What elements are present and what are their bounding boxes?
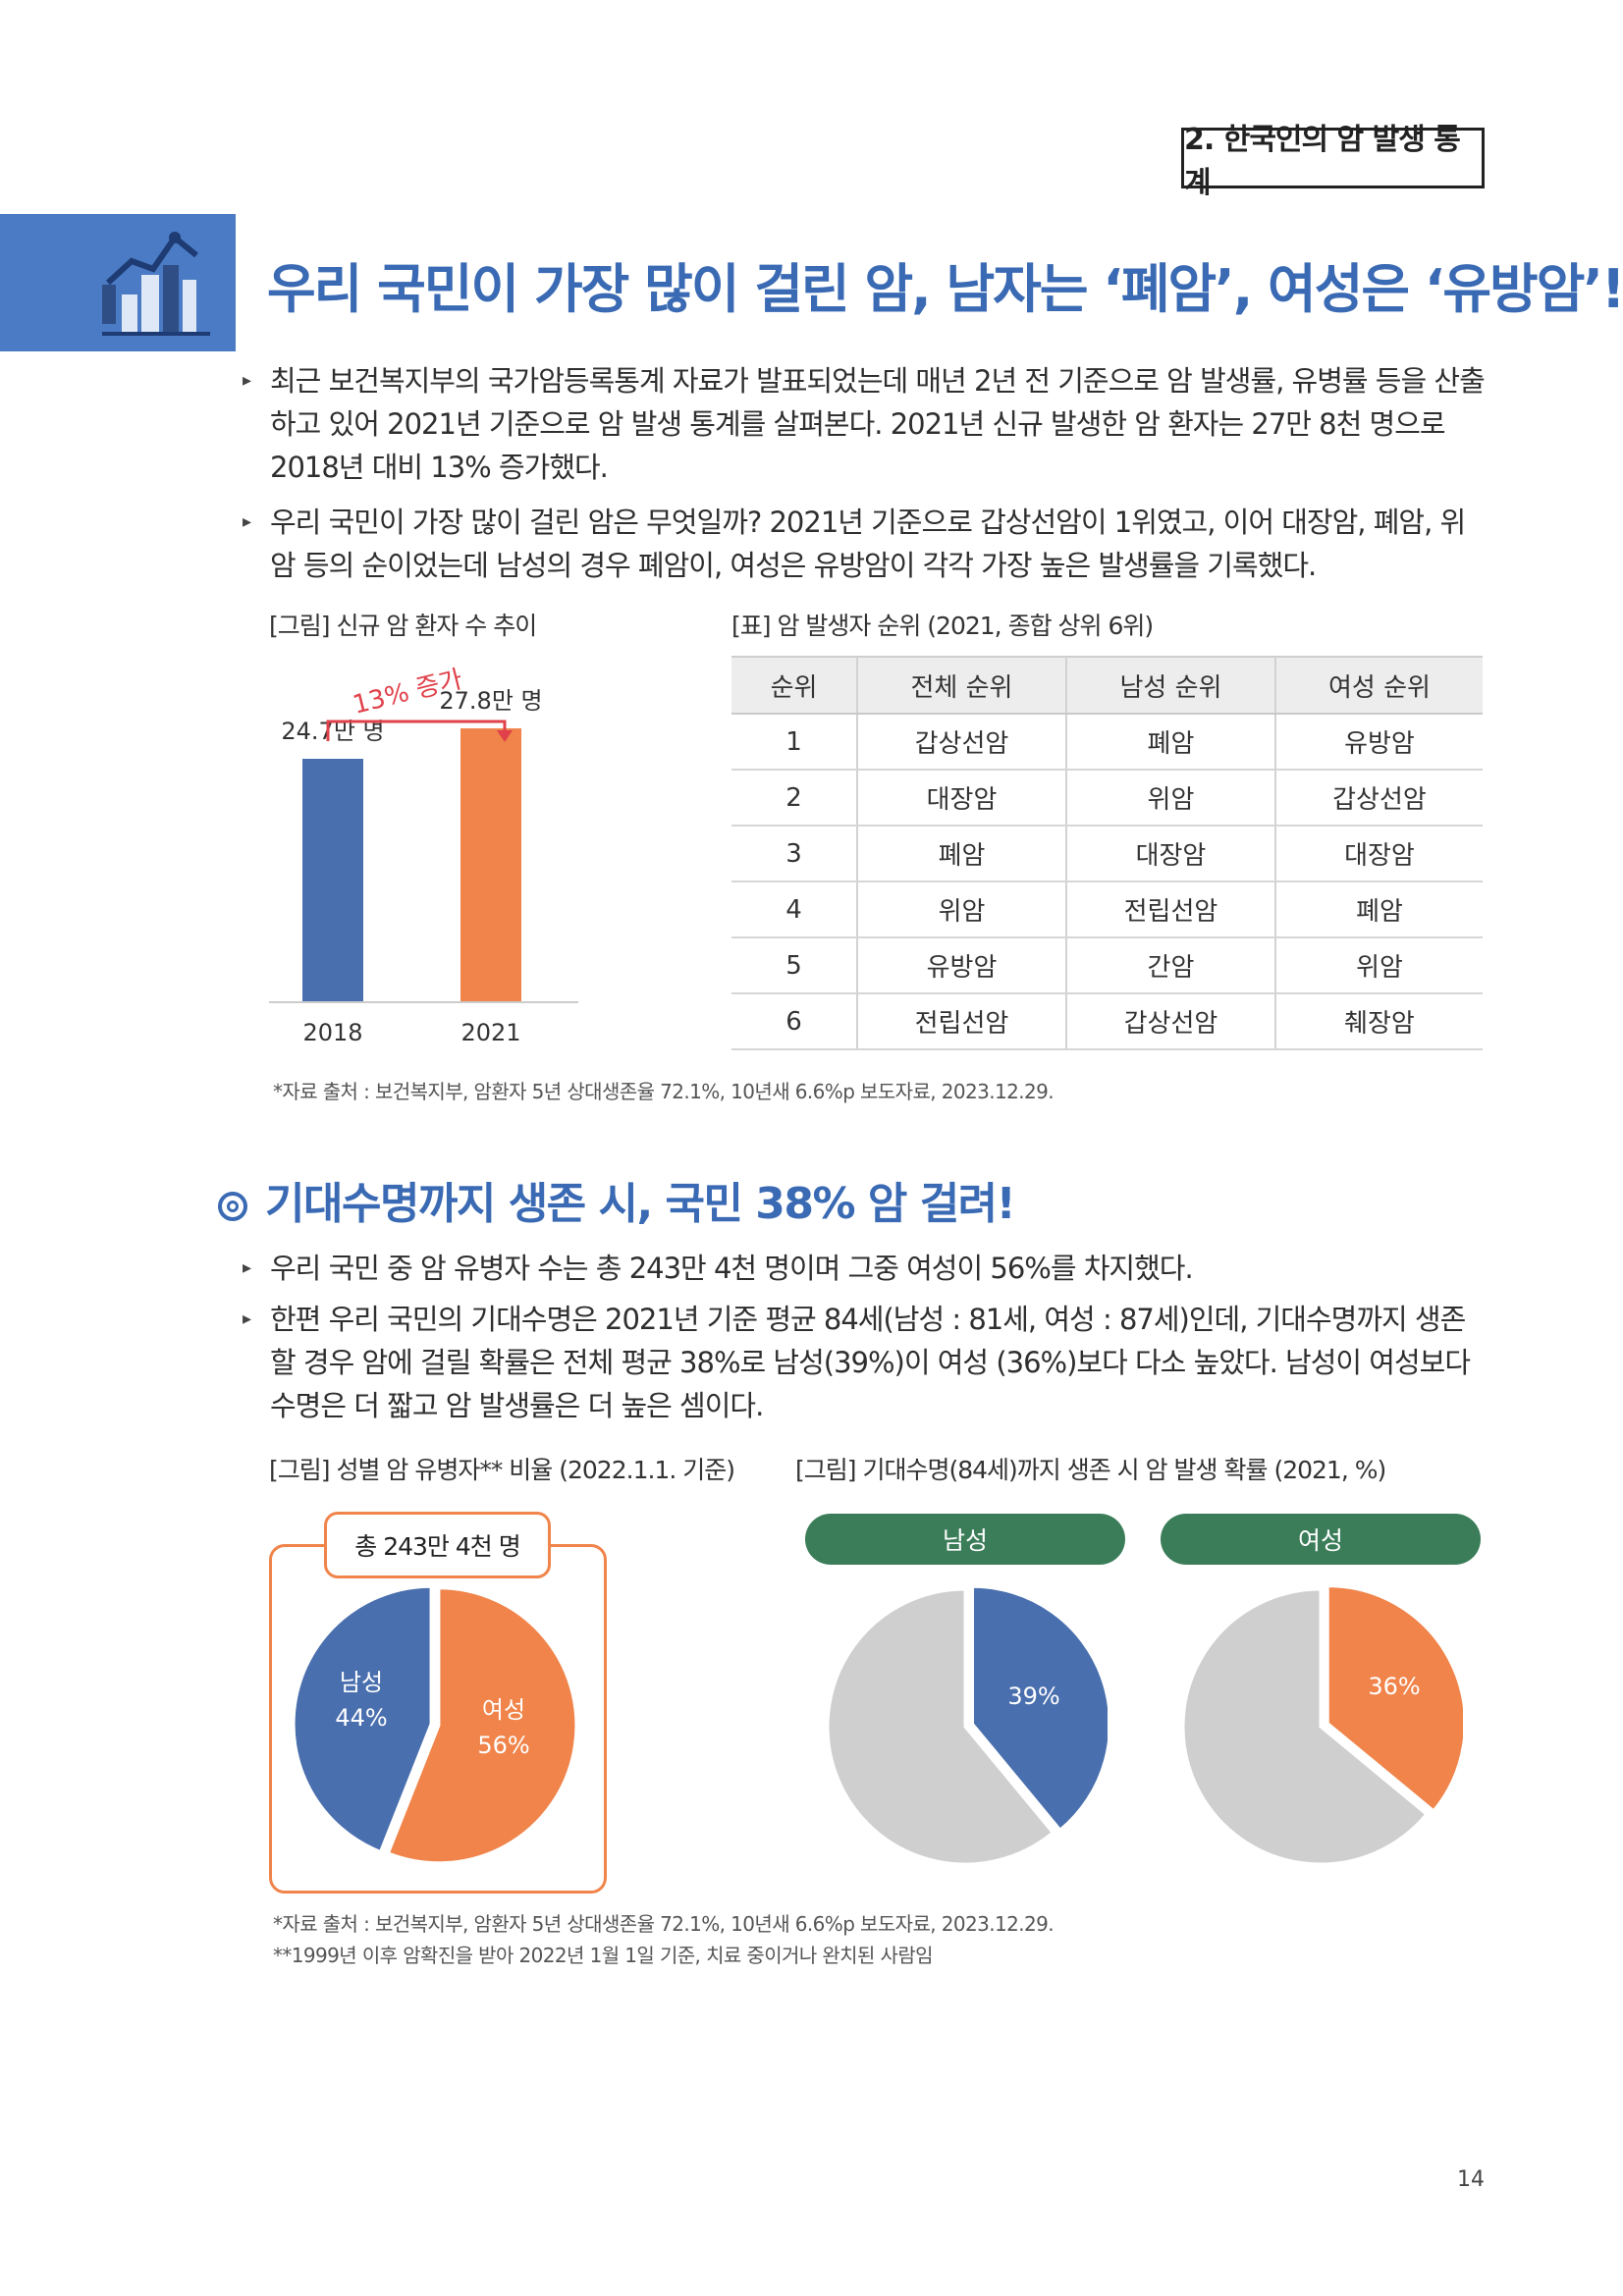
header-female: 여성 순위 xyxy=(1273,656,1483,715)
table-header-row: 순위 전체 순위 남성 순위 여성 순위 xyxy=(731,656,1483,715)
page-number: 14 xyxy=(1457,2167,1485,2192)
survival-bullet-list: 우리 국민 중 암 유병자 수는 총 243만 4천 명이며 그중 여성이 56… xyxy=(243,1247,1489,1435)
cell-rank: 3 xyxy=(731,826,857,882)
source-note-2: *자료 출처 : 보건복지부, 암환자 5년 상대생존율 72.1%, 10년새… xyxy=(273,1912,1055,1936)
main-title: 우리 국민이 가장 많이 걸린 암, 남자는 ‘폐암’, 여성은 ‘유방암’! xyxy=(267,258,1623,320)
bar-2018 xyxy=(302,759,363,1001)
prevalence-chart-caption: [그림] 성별 암 유병자** 비율 (2022.1.1. 기준) xyxy=(269,1456,735,1484)
cell-overall: 유방암 xyxy=(856,937,1066,994)
header-male: 남성 순위 xyxy=(1064,656,1275,715)
header-overall: 전체 순위 xyxy=(856,656,1066,715)
male-probability-pie: 39% xyxy=(826,1584,1108,1866)
survival-bullet: 한편 우리 국민의 기대수명은 2021년 기준 평균 84세(남성 : 81세… xyxy=(243,1298,1489,1427)
cell-rank: 2 xyxy=(731,770,857,827)
x-tick-label: 2021 xyxy=(460,1019,520,1046)
cell-rank: 6 xyxy=(731,993,857,1050)
table-row: 3 폐암 대장암 대장암 xyxy=(731,826,1483,882)
slice-label-male-name: 남성 xyxy=(340,1669,383,1696)
total-badge: 총 243만 4천 명 xyxy=(324,1512,551,1578)
cell-female: 위암 xyxy=(1273,937,1483,994)
source-note-1: *자료 출처 : 보건복지부, 암환자 5년 상대생존율 72.1%, 10년새… xyxy=(273,1080,1055,1103)
statistics-icon xyxy=(102,232,210,336)
intro-bullet: 우리 국민이 가장 많이 걸린 암은 무엇일까? 2021년 기준으로 갑상선암… xyxy=(243,501,1489,587)
pie-slice-other xyxy=(1181,1587,1429,1866)
cell-male: 위암 xyxy=(1064,770,1275,827)
cell-male: 갑상선암 xyxy=(1064,993,1275,1050)
cell-male: 폐암 xyxy=(1064,714,1275,771)
cell-overall: 전립선암 xyxy=(856,993,1066,1050)
cell-overall: 대장암 xyxy=(856,770,1066,827)
slice-label-male-pct: 44% xyxy=(335,1704,387,1732)
table-row: 4 위암 전립선암 폐암 xyxy=(731,881,1483,938)
male-pct-label: 39% xyxy=(1007,1682,1059,1710)
cell-female: 췌장암 xyxy=(1273,993,1483,1050)
trend-chart-caption: [그림] 신규 암 환자 수 추이 xyxy=(269,612,537,640)
bar-2021 xyxy=(460,728,521,1001)
pie-slice-female xyxy=(1325,1584,1463,1813)
cell-male: 간암 xyxy=(1064,937,1275,994)
table-row: 6 전립선암 갑상선암 췌장암 xyxy=(731,993,1483,1050)
table-row: 2 대장암 위암 갑상선암 xyxy=(731,770,1483,827)
probability-chart-caption: [그림] 기대수명(84세)까지 생존 시 암 발생 확률 (2021, %) xyxy=(795,1456,1386,1484)
bar-value-label: 27.8만 명 xyxy=(439,687,542,715)
pie-slice-male xyxy=(971,1584,1108,1833)
intro-bullet: 최근 보건복지부의 국가암등록통계 자료가 발표되었는데 매년 2년 전 기준으… xyxy=(243,359,1489,489)
cell-female: 대장암 xyxy=(1273,826,1483,882)
female-probability-pie: 36% xyxy=(1181,1584,1463,1866)
sub-title: 기대수명까지 생존 시, 국민 38% 암 걸려! xyxy=(218,1168,1016,1231)
pie-slice-other xyxy=(826,1587,1055,1866)
section-tag: 2. 한국인의 암 발생 통계 xyxy=(1181,123,1485,200)
panel-title-male: 남성 xyxy=(805,1514,1125,1565)
x-tick-label: 2018 xyxy=(302,1019,362,1046)
cell-male: 대장암 xyxy=(1064,826,1275,882)
cell-female: 폐암 xyxy=(1273,881,1483,938)
slice-label-female-pct: 56% xyxy=(477,1732,529,1759)
survival-bullet: 우리 국민 중 암 유병자 수는 총 243만 4천 명이며 그중 여성이 56… xyxy=(243,1247,1489,1290)
cell-overall: 위암 xyxy=(856,881,1066,938)
slice-label-female-name: 여성 xyxy=(482,1696,525,1724)
cell-rank: 1 xyxy=(731,714,857,771)
female-pct-label: 36% xyxy=(1368,1673,1420,1700)
header-rank: 순위 xyxy=(731,656,857,715)
pie-slice-male xyxy=(293,1584,433,1854)
cell-rank: 5 xyxy=(731,937,857,994)
table-row: 1 갑상선암 폐암 유방암 xyxy=(731,714,1483,771)
cell-overall: 갑상선암 xyxy=(856,714,1066,771)
pie-slice-female xyxy=(386,1586,577,1865)
cell-female: 유방암 xyxy=(1273,714,1483,771)
rank-table: 순위 전체 순위 남성 순위 여성 순위 1 갑상선암 폐암 유방암 2 대장암… xyxy=(731,656,1483,1050)
banner-square xyxy=(0,214,236,351)
cell-male: 전립선암 xyxy=(1064,881,1275,938)
cell-overall: 폐암 xyxy=(856,826,1066,882)
sub-title-text: 기대수명까지 생존 시, 국민 38% 암 걸려! xyxy=(265,1179,1016,1229)
intro-bullet-list: 최근 보건복지부의 국가암등록통계 자료가 발표되었는데 매년 2년 전 기준으… xyxy=(243,359,1489,599)
cell-female: 갑상선암 xyxy=(1273,770,1483,827)
source-note-3: **1999년 이후 암확진을 받아 2022년 1월 1일 기준, 치료 중이… xyxy=(273,1944,934,1967)
prevalence-pie-chart: 남성 44% 여성 56% xyxy=(293,1584,577,1865)
panel-title-female: 여성 xyxy=(1161,1514,1481,1565)
rank-table-caption: [표] 암 발생자 순위 (2021, 종합 상위 6위) xyxy=(731,612,1154,640)
double-circle-icon xyxy=(218,1192,247,1221)
cell-rank: 4 xyxy=(731,881,857,938)
table-row: 5 유방암 간암 위암 xyxy=(731,937,1483,994)
